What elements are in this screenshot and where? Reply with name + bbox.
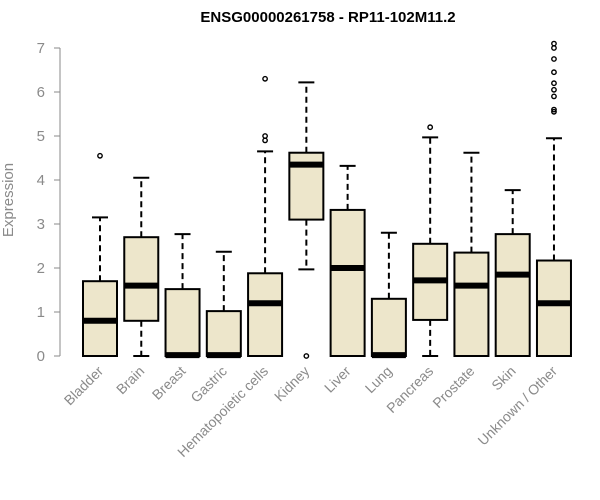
y-tick-label: 1 [37,304,45,321]
x-tick-label: Skin [488,363,519,394]
box-1 [123,176,160,357]
outlier-point [262,75,268,82]
y-axis: 0 1 2 3 4 5 6 7 [37,40,61,365]
iqr-box [123,236,160,322]
box-11 [535,40,572,357]
outlier-point [551,108,557,115]
box-series [82,40,572,359]
y-tick-label: 2 [37,260,45,277]
outlier-point [551,40,557,47]
box-2 [164,233,201,359]
outlier-point [551,69,557,76]
box-4 [247,75,284,357]
outlier-point [551,56,557,62]
iqr-box [164,288,201,357]
outlier-point [551,93,557,100]
iqr-box [205,310,242,357]
box-6 [329,164,366,357]
outlier-point [551,106,557,113]
y-tick-label: 5 [37,128,45,145]
outlier-point [97,152,103,159]
y-tick-label: 0 [37,348,45,365]
box-7 [370,231,407,359]
iqr-box [247,272,284,357]
box-8 [412,124,449,357]
iqr-box [494,233,531,357]
iqr-box [535,259,572,357]
x-tick-label: Lung [362,363,395,396]
y-axis-label: Expression [0,163,17,237]
y-tick-label: 3 [37,216,45,233]
x-tick-label: Prostate [429,363,477,411]
box-3 [205,250,242,359]
x-tick-label: Kidney [271,363,313,405]
chart-title: ENSG00000261758 - RP11-102M11.2 [200,9,455,26]
box-5 [288,81,325,359]
outlier-point [427,124,434,131]
outlier-point [303,353,310,359]
x-tick-label: Liver [321,363,354,396]
outlier-point [551,86,557,93]
outlier-point [262,133,268,139]
outlier-point [551,80,557,87]
iqr-box [329,208,366,357]
iqr-box [370,297,407,357]
box-10 [494,189,531,357]
iqr-box [453,251,490,358]
box-0 [82,152,118,358]
y-tick-label: 7 [37,40,45,57]
x-tick-label: Brain [113,363,147,397]
x-tick-label: Bladder [61,363,107,409]
y-tick-label: 4 [37,172,45,189]
y-tick-label: 6 [37,84,45,101]
x-tick-label: Breast [149,363,189,403]
box-9 [453,151,490,358]
